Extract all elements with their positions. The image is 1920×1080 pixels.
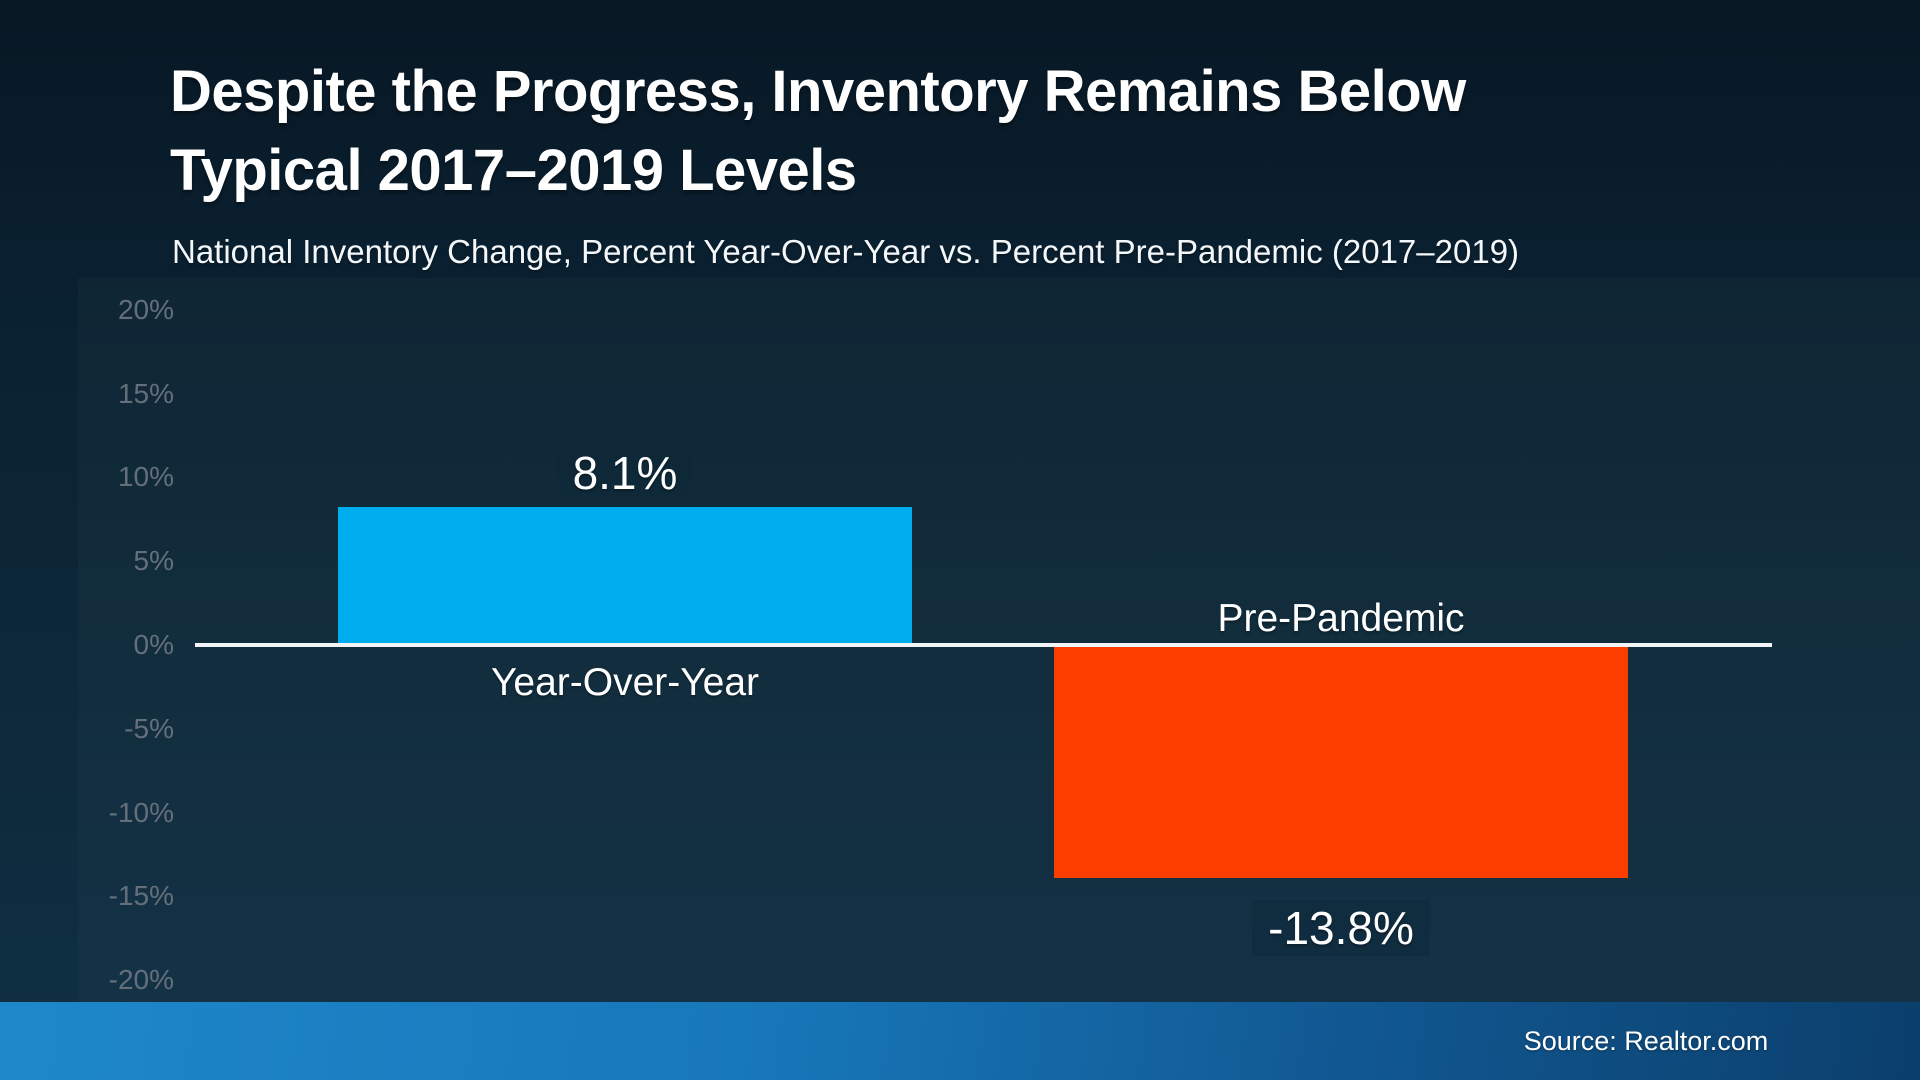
- footer-bar: Source: Realtor.com: [0, 1002, 1920, 1080]
- y-axis-tick-label: 20%: [117, 293, 174, 325]
- y-axis-tick-label: 10%: [117, 461, 174, 493]
- y-axis-tick-label: -10%: [108, 796, 174, 828]
- zero-axis-line: [195, 643, 1772, 647]
- y-axis-tick-label: -15%: [108, 880, 174, 912]
- bar-category-label-pre-pandemic: Pre-Pandemic: [1217, 597, 1465, 640]
- chart-title: Despite the Progress, Inventory Remains …: [170, 52, 1730, 210]
- chart-title-line-2: Typical 2017–2019 Levels: [170, 138, 857, 203]
- y-axis-tick-label: 5%: [133, 545, 174, 577]
- chart-title-line-1: Despite the Progress, Inventory Remains …: [170, 59, 1466, 124]
- chart-subtitle: National Inventory Change, Percent Year-…: [172, 233, 1520, 270]
- bar-value-text: 8.1%: [556, 445, 694, 502]
- y-axis-tick-label: -20%: [108, 964, 174, 996]
- y-axis-tick-label: -5%: [124, 712, 174, 744]
- bar-pre-pandemic: [1054, 647, 1628, 879]
- y-axis-tick-label: 15%: [117, 377, 174, 409]
- bar-value-label-pre-pandemic: -13.8%: [1054, 900, 1628, 957]
- source-attribution: Source: Realtor.com: [1523, 1026, 1769, 1056]
- bar-year-over-year: [338, 507, 912, 643]
- bar-category-label-year-over-year: Year-Over-Year: [490, 661, 760, 704]
- y-axis-tick-label: 0%: [133, 629, 174, 660]
- bar-value-text: -13.8%: [1252, 900, 1430, 957]
- bar-value-label-year-over-year: 8.1%: [338, 445, 912, 502]
